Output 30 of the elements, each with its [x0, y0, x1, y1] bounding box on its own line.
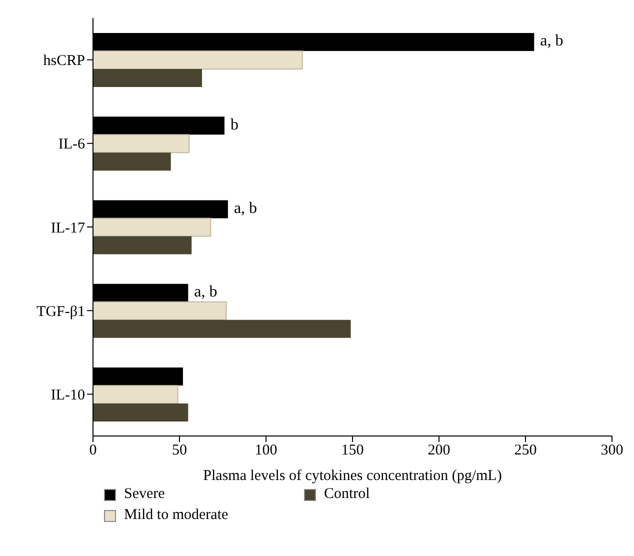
x-tick-label: 100 — [254, 442, 278, 459]
x-tick-label: 0 — [89, 442, 97, 459]
x-axis-title: Plasma levels of cytokines concentration (pg/mL) — [203, 468, 502, 484]
y-tick-label: IL-10 — [50, 388, 85, 404]
legend-label: Mild to moderate — [123, 507, 230, 524]
bar — [93, 50, 303, 70]
data-label: a, b — [194, 284, 218, 301]
legend-label: Control — [323, 486, 371, 503]
bar — [93, 134, 190, 154]
x-tick-label: 50 — [172, 442, 187, 459]
y-tick-label: hsCRP — [43, 53, 85, 70]
y-tick-label: IL-17 — [50, 220, 86, 236]
data-label: a, b — [540, 32, 564, 50]
x-tick-label: 250 — [514, 442, 537, 459]
bar — [93, 69, 202, 88]
legend-label: Severe — [123, 486, 166, 503]
data-label: b — [230, 116, 238, 134]
y-tick-label: IL-6 — [58, 136, 86, 153]
bar — [93, 384, 178, 404]
bar — [93, 152, 171, 171]
x-tick-label: 200 — [428, 442, 450, 459]
y-tick-label: TGF-β1 — [36, 304, 85, 320]
bar — [93, 218, 212, 237]
bar — [93, 403, 188, 422]
x-tick-label: 150 — [341, 442, 364, 459]
bar — [93, 301, 227, 320]
data-label: a, b — [234, 200, 258, 217]
bar — [93, 236, 192, 254]
x-tick-label: 300 — [600, 442, 624, 459]
bar — [93, 320, 351, 338]
